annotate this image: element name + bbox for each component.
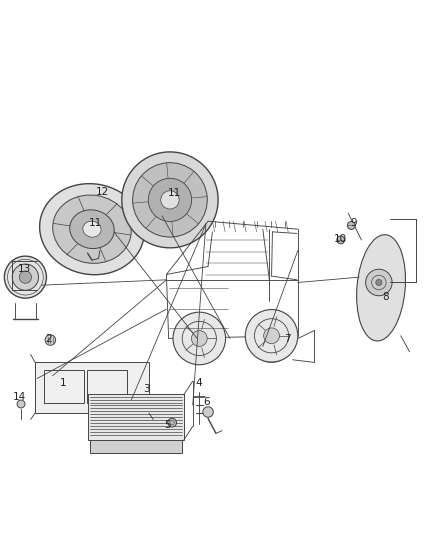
Text: 7: 7 (284, 334, 291, 344)
Ellipse shape (39, 184, 145, 274)
Circle shape (4, 256, 46, 298)
Circle shape (347, 222, 355, 229)
Circle shape (245, 310, 298, 362)
Text: 9: 9 (350, 218, 357, 228)
Circle shape (266, 335, 277, 347)
Text: 14: 14 (13, 392, 26, 402)
Circle shape (264, 328, 279, 344)
Circle shape (337, 236, 345, 244)
Text: 13: 13 (18, 264, 31, 274)
Text: 10: 10 (334, 235, 347, 244)
Ellipse shape (357, 235, 406, 341)
Circle shape (168, 418, 177, 427)
Bar (87, 370, 127, 403)
Circle shape (173, 312, 226, 365)
Circle shape (251, 320, 293, 362)
Ellipse shape (53, 195, 131, 263)
Ellipse shape (148, 178, 191, 222)
Circle shape (19, 271, 32, 284)
Circle shape (191, 330, 207, 346)
Ellipse shape (133, 163, 207, 237)
Text: 5: 5 (164, 421, 171, 430)
Bar (88, 394, 184, 440)
Bar (90, 440, 182, 453)
Bar (35, 362, 149, 413)
Ellipse shape (83, 221, 101, 237)
Circle shape (376, 279, 382, 286)
Text: 11: 11 (89, 218, 102, 228)
Text: 6: 6 (203, 398, 210, 407)
Bar (44, 370, 84, 403)
Text: 1: 1 (60, 378, 67, 387)
Text: 4: 4 (195, 378, 202, 387)
Text: 12: 12 (96, 187, 110, 197)
Circle shape (45, 335, 56, 345)
Text: 11: 11 (168, 188, 181, 198)
Circle shape (17, 400, 25, 408)
Text: 8: 8 (382, 293, 389, 302)
Text: 2: 2 (46, 334, 53, 344)
Text: 3: 3 (143, 384, 150, 393)
Circle shape (366, 269, 392, 296)
Ellipse shape (161, 191, 179, 209)
Circle shape (12, 264, 39, 290)
Ellipse shape (70, 210, 114, 248)
Ellipse shape (122, 152, 218, 248)
Circle shape (203, 407, 213, 417)
